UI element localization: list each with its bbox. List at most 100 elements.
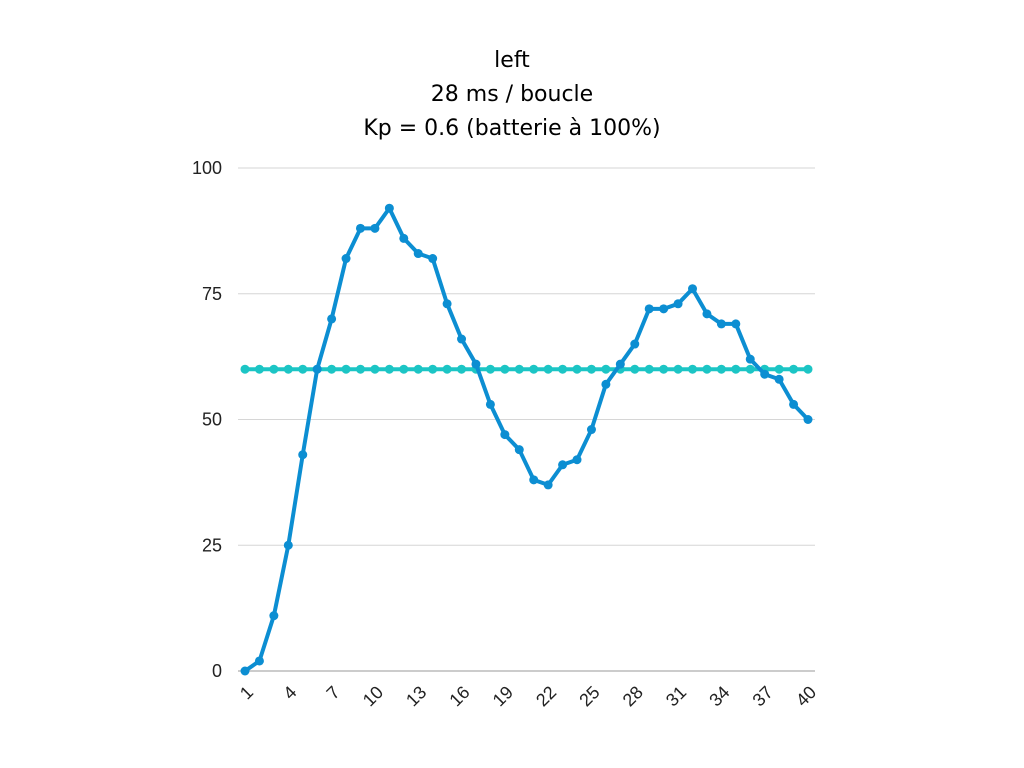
data-point bbox=[688, 284, 698, 294]
data-point bbox=[485, 399, 495, 409]
x-tick-label: 31 bbox=[662, 682, 690, 710]
data-point bbox=[558, 460, 568, 470]
data-point bbox=[298, 364, 308, 374]
y-axis-ticks: 0 25 50 75 100 bbox=[192, 158, 222, 681]
series-1 bbox=[240, 364, 813, 374]
data-point bbox=[731, 364, 741, 374]
data-point bbox=[370, 223, 380, 233]
data-point bbox=[399, 364, 409, 374]
data-point bbox=[586, 364, 596, 374]
gridlines bbox=[238, 167, 815, 672]
data-point bbox=[774, 364, 784, 374]
chart-title-line-3: Kp = 0.6 (batterie à 100%) bbox=[363, 116, 661, 141]
data-point bbox=[789, 399, 799, 409]
data-point bbox=[601, 379, 611, 389]
y-tick-label: 50 bbox=[202, 410, 222, 430]
data-point bbox=[283, 364, 293, 374]
x-tick-label: 1 bbox=[236, 682, 257, 703]
data-point bbox=[615, 359, 625, 369]
data-point bbox=[399, 233, 409, 243]
data-point bbox=[586, 425, 596, 435]
data-point bbox=[716, 319, 726, 329]
data-point bbox=[774, 374, 784, 384]
data-point bbox=[327, 314, 337, 324]
data-point bbox=[442, 299, 452, 309]
data-point bbox=[716, 364, 726, 374]
x-tick: 40 bbox=[792, 682, 820, 710]
x-tick: 16 bbox=[445, 682, 473, 710]
data-point bbox=[485, 364, 495, 374]
x-tick-label: 4 bbox=[279, 682, 300, 703]
data-point bbox=[370, 364, 380, 374]
x-tick-label: 7 bbox=[323, 682, 344, 703]
x-tick: 31 bbox=[662, 682, 690, 710]
data-point bbox=[413, 249, 423, 259]
data-point bbox=[240, 364, 250, 374]
data-point bbox=[688, 364, 698, 374]
x-tick: 22 bbox=[532, 682, 560, 710]
x-axis-ticks: 1 4 7 10 13 16 19 22 25 28 31 34 37 40 bbox=[236, 682, 820, 710]
x-tick: 28 bbox=[619, 682, 647, 710]
y-tick-label: 0 bbox=[212, 661, 222, 681]
data-point bbox=[384, 364, 394, 374]
x-tick: 25 bbox=[575, 682, 603, 710]
data-point bbox=[673, 299, 683, 309]
data-point bbox=[659, 304, 669, 314]
y-tick-label: 100 bbox=[192, 158, 222, 178]
data-point bbox=[283, 540, 293, 550]
chart-title-line-1: left bbox=[494, 48, 530, 73]
data-point bbox=[254, 364, 264, 374]
x-tick-label: 34 bbox=[705, 682, 733, 710]
x-tick: 10 bbox=[359, 682, 387, 710]
data-point bbox=[572, 364, 582, 374]
data-point bbox=[760, 369, 770, 379]
data-point bbox=[543, 364, 553, 374]
x-tick-label: 25 bbox=[575, 682, 603, 710]
data-point bbox=[457, 334, 467, 344]
x-tick-label: 22 bbox=[532, 682, 560, 710]
data-point bbox=[240, 666, 250, 676]
data-point bbox=[630, 339, 640, 349]
x-tick-label: 28 bbox=[619, 682, 647, 710]
data-point bbox=[644, 304, 654, 314]
data-point bbox=[298, 450, 308, 460]
data-point bbox=[673, 364, 683, 374]
data-point bbox=[355, 364, 365, 374]
chart-title: left 28 ms / boucle Kp = 0.6 (batterie à… bbox=[0, 44, 1024, 146]
data-point bbox=[428, 364, 438, 374]
data-point bbox=[702, 364, 712, 374]
data-point bbox=[269, 364, 279, 374]
data-point bbox=[644, 364, 654, 374]
data-point bbox=[789, 364, 799, 374]
data-point bbox=[731, 319, 741, 329]
x-tick-label: 19 bbox=[489, 682, 517, 710]
data-point bbox=[327, 364, 337, 374]
x-tick: 34 bbox=[705, 682, 733, 710]
x-tick: 13 bbox=[402, 682, 430, 710]
series-layer bbox=[240, 203, 813, 676]
x-tick-label: 37 bbox=[749, 682, 777, 710]
data-point bbox=[558, 364, 568, 374]
data-point bbox=[529, 475, 539, 485]
y-tick-label: 25 bbox=[202, 535, 222, 555]
data-point bbox=[601, 364, 611, 374]
data-point bbox=[500, 364, 510, 374]
data-point bbox=[442, 364, 452, 374]
data-point bbox=[312, 364, 322, 374]
y-tick-label: 75 bbox=[202, 284, 222, 304]
data-point bbox=[543, 480, 553, 490]
data-point bbox=[413, 364, 423, 374]
data-point bbox=[514, 445, 524, 455]
series-0 bbox=[240, 203, 813, 676]
data-point bbox=[341, 254, 351, 264]
data-point bbox=[341, 364, 351, 374]
data-point bbox=[529, 364, 539, 374]
data-point bbox=[803, 415, 813, 424]
x-tick-label: 10 bbox=[359, 682, 387, 710]
data-point bbox=[630, 364, 640, 374]
data-point bbox=[514, 364, 524, 374]
data-point bbox=[500, 430, 510, 440]
x-tick-label: 13 bbox=[402, 682, 430, 710]
x-tick: 1 bbox=[236, 682, 257, 703]
